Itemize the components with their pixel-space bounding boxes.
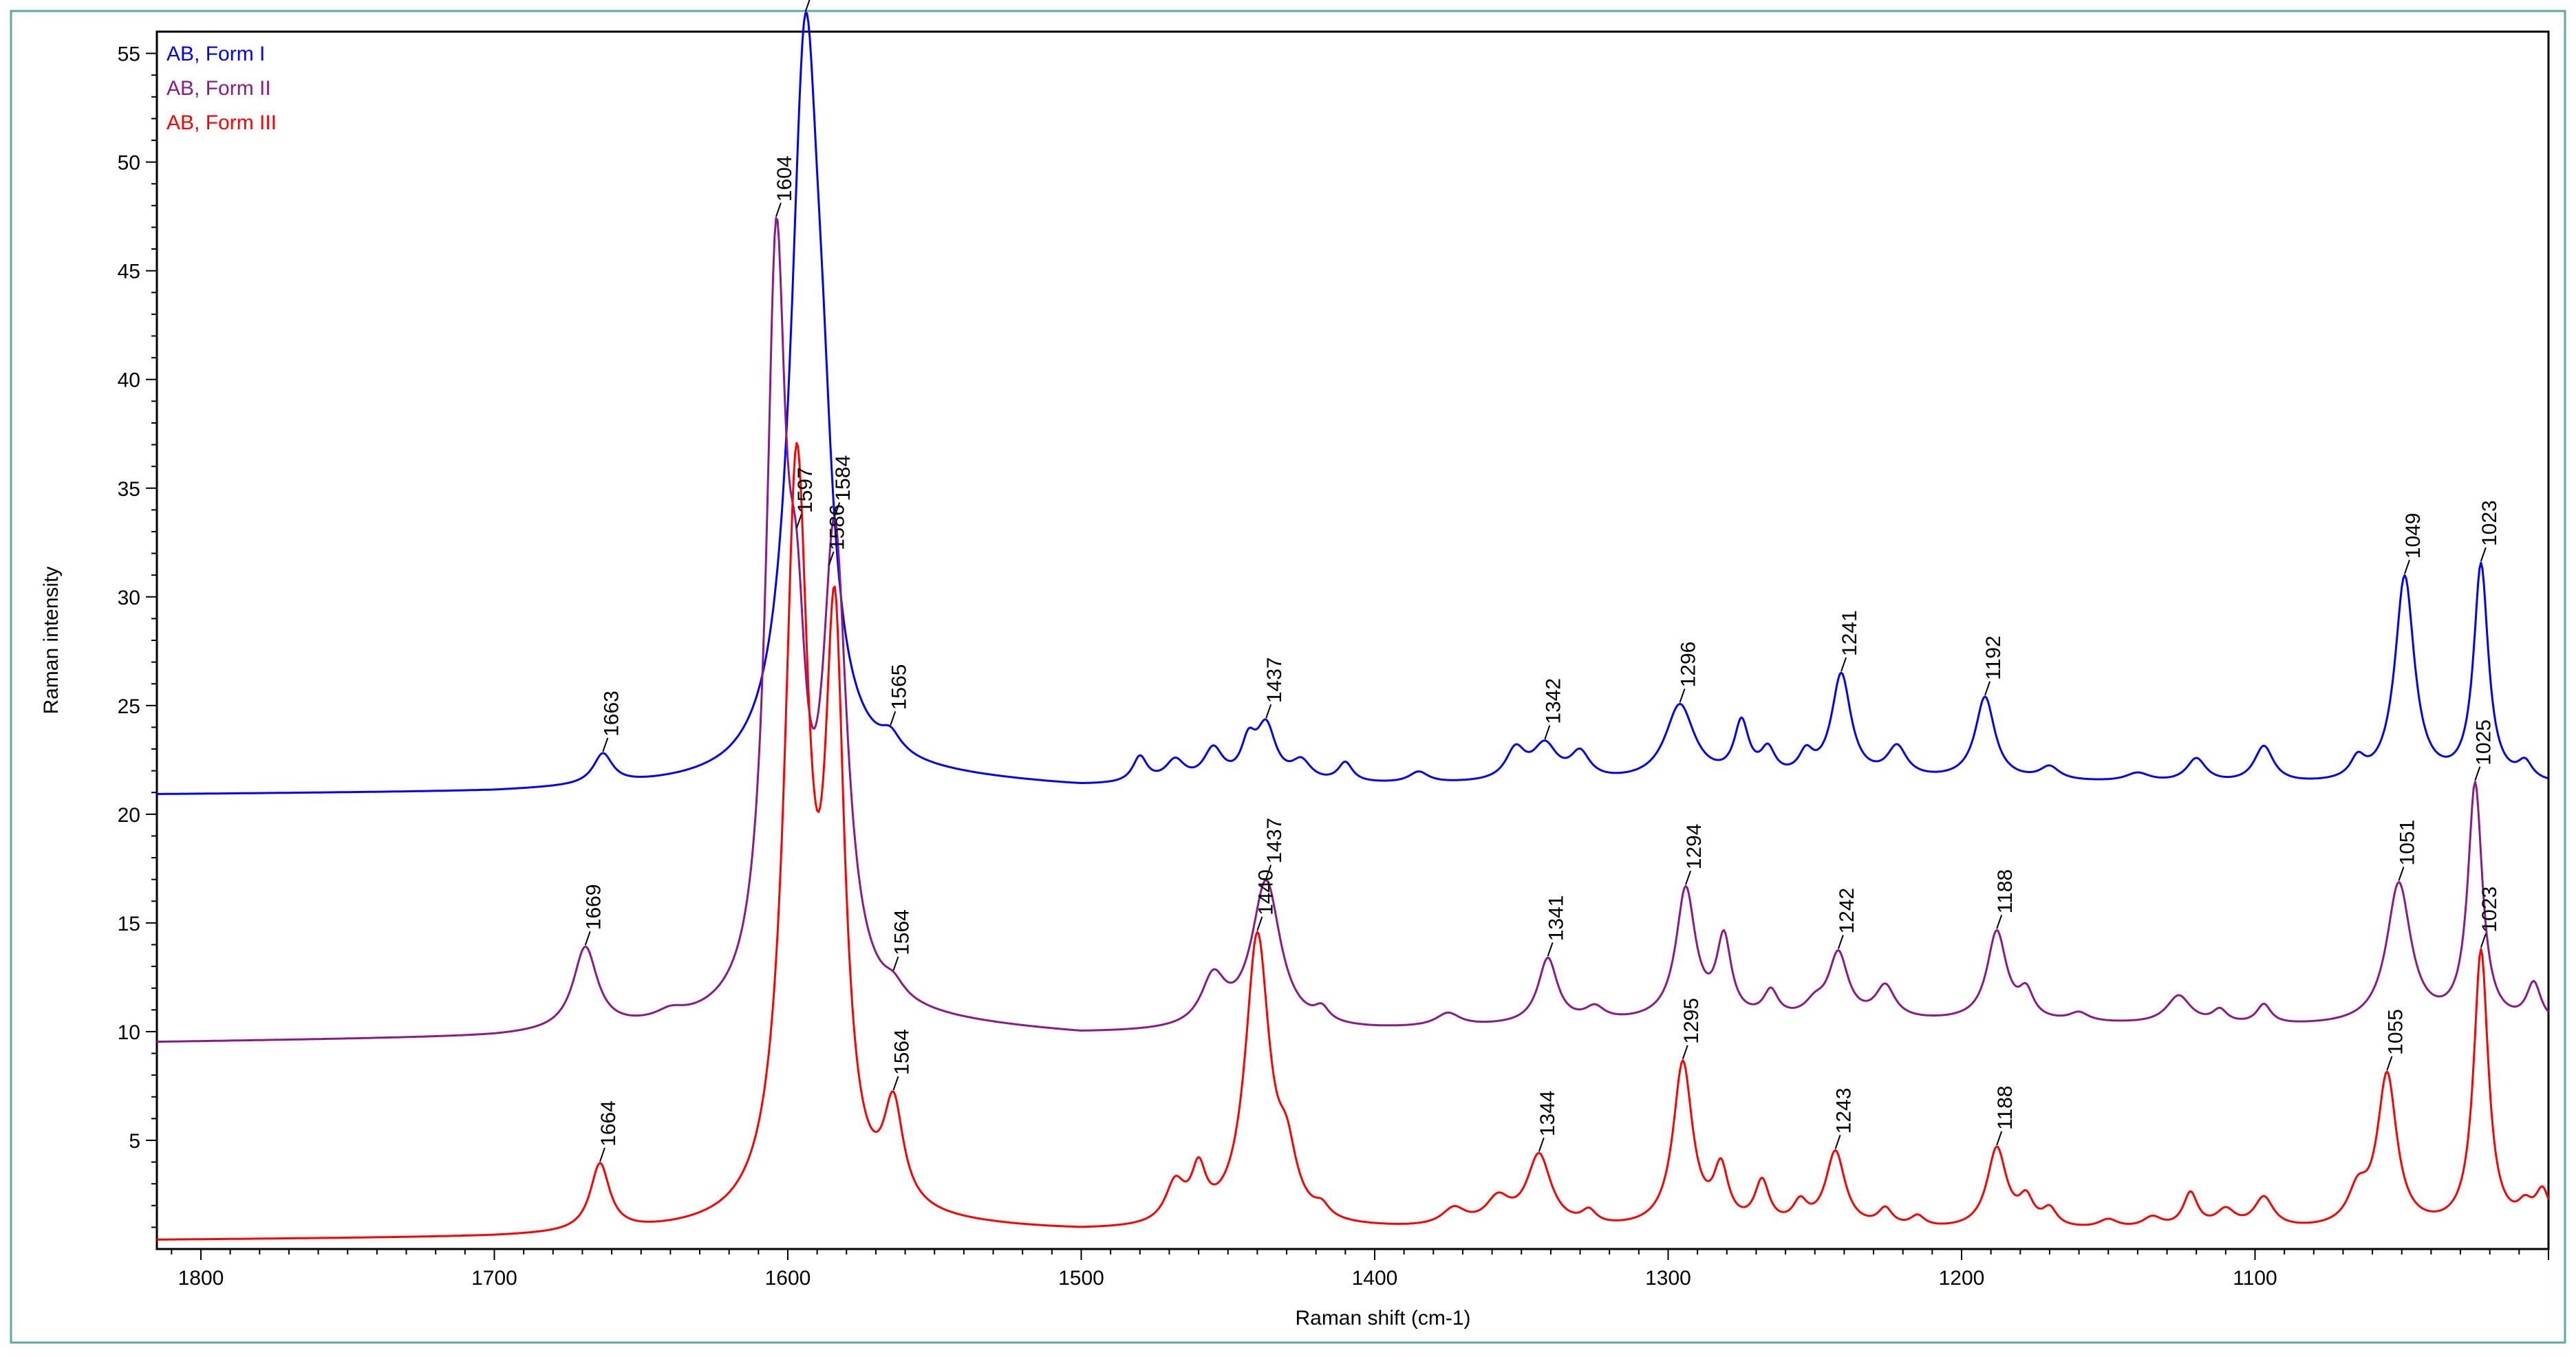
peak-label: 1294 (1683, 823, 1706, 869)
peak-label-tick (584, 931, 591, 946)
peak-label-tick (1984, 681, 1991, 696)
peak-label-tick (599, 1147, 605, 1162)
y-tick-label: 30 (118, 587, 140, 609)
peak-labels: 1663159415651437134212961241119210491023… (583, 0, 2501, 1162)
x-axis-label: Raman shift (cm-1) (1295, 1307, 1470, 1329)
x-tick-label: 1200 (1939, 1267, 1985, 1290)
y-axis-label: Raman intensity (40, 566, 63, 714)
peak-label: 1586 (826, 504, 849, 550)
peak-label-tick (1837, 935, 1844, 949)
legend: AB, Form I AB, Form II AB, Form III (167, 43, 277, 134)
peak-label: 1437 (1263, 657, 1286, 703)
peak-label-tick (2404, 559, 2410, 574)
peak-label: 1025 (2472, 719, 2495, 766)
peak-label-tick (2398, 867, 2405, 881)
y-tick-label: 5 (129, 1130, 140, 1153)
peak-label: 1341 (1545, 895, 1568, 942)
peak-label: 1188 (1994, 869, 2017, 914)
peak-label: 1344 (1536, 1091, 1559, 1137)
peak-label: 1669 (583, 884, 605, 930)
y-axis: 5 10 15 20 25 30 35 40 45 50 55 (118, 43, 157, 1228)
peak-label: 1584 (832, 455, 855, 501)
y-tick-label: 25 (118, 695, 140, 718)
y-tick-label: 50 (118, 152, 140, 175)
y-tick-label: 45 (118, 261, 140, 283)
peak-label-tick (828, 551, 835, 566)
peak-label: 1049 (2402, 512, 2425, 558)
peak-label-tick (2480, 933, 2487, 948)
peak-label: 1051 (2396, 820, 2418, 866)
peak-label-tick (1679, 688, 1686, 703)
peak-label: 1242 (1836, 888, 1858, 934)
y-tick-label: 10 (118, 1021, 140, 1044)
peak-label-tick (1996, 914, 2003, 929)
peak-label-tick (1834, 1135, 1841, 1149)
peak-label: 1664 (597, 1100, 620, 1147)
peak-label-tick (1265, 865, 1272, 879)
peak-label: 1663 (600, 691, 623, 737)
peak-label-tick (834, 502, 841, 517)
x-tick-label: 1100 (2233, 1267, 2277, 1290)
x-tick-label: 1400 (1352, 1267, 1398, 1290)
peak-label-tick (2480, 547, 2487, 562)
peak-label: 1023 (2478, 500, 2501, 546)
peak-label-tick (1547, 942, 1554, 957)
peak-label: 1440 (1254, 869, 1277, 915)
x-tick-label: 1700 (471, 1267, 517, 1290)
peak-label: 1296 (1677, 642, 1700, 688)
peak-label: 1342 (1542, 678, 1565, 724)
y-tick-label: 15 (118, 913, 140, 935)
plot-area (155, 30, 2550, 1250)
series-group (157, 12, 2550, 1241)
peak-label-tick (1265, 704, 1272, 719)
peak-label: 1192 (1982, 636, 2005, 680)
peak-label: 1437 (1263, 818, 1286, 864)
peak-label-tick (1996, 1131, 2003, 1146)
peak-label-tick (890, 710, 897, 726)
peak-label-tick (892, 956, 899, 971)
peak-label-tick (1685, 870, 1692, 885)
legend-item-2: AB, Form II (167, 77, 271, 100)
peak-label: 1241 (1838, 610, 1861, 656)
peak-label: 1604 (773, 155, 796, 202)
peak-label: 1188 (1994, 1085, 2017, 1130)
peak-label: 1564 (891, 909, 914, 955)
legend-item-3: AB, Form III (167, 111, 277, 134)
peak-label-tick (1538, 1138, 1545, 1152)
peak-label: 1565 (888, 664, 910, 710)
peak-label-tick (892, 1076, 899, 1091)
peak-label-tick (1682, 1045, 1688, 1060)
x-tick-label: 1800 (178, 1267, 224, 1290)
peak-label-tick (1840, 657, 1847, 672)
peak-label-tick (2386, 1056, 2393, 1071)
series-line-2 (157, 217, 2550, 1043)
peak-label: 1564 (891, 1029, 914, 1075)
peak-label: 1597 (794, 467, 817, 513)
x-axis: 1800 1700 1600 1500 1400 1300 1200 1100 (171, 1249, 2549, 1290)
peak-label-tick (775, 202, 782, 217)
peak-label-tick (804, 0, 811, 12)
peak-label-tick (1544, 725, 1551, 739)
peak-label-tick (602, 737, 609, 752)
peak-label: 1055 (2384, 1009, 2407, 1055)
peak-label: 1243 (1833, 1088, 1856, 1134)
y-tick-label: 40 (118, 369, 140, 392)
y-tick-label: 35 (118, 478, 140, 501)
peak-label-tick (1256, 916, 1263, 931)
peak-label-tick (2474, 766, 2481, 781)
peak-label: 1295 (1680, 998, 1703, 1044)
y-tick-label: 55 (118, 43, 140, 66)
legend-item-1: AB, Form I (167, 43, 265, 65)
y-tick-label: 20 (118, 804, 140, 827)
peak-label: 1023 (2478, 887, 2501, 933)
series-line-1 (157, 12, 2549, 795)
x-tick-label: 1500 (1058, 1267, 1104, 1290)
x-tick-label: 1300 (1645, 1267, 1691, 1290)
peak-label-tick (795, 514, 802, 529)
x-tick-label: 1600 (765, 1267, 811, 1290)
series-line-3 (157, 442, 2550, 1241)
